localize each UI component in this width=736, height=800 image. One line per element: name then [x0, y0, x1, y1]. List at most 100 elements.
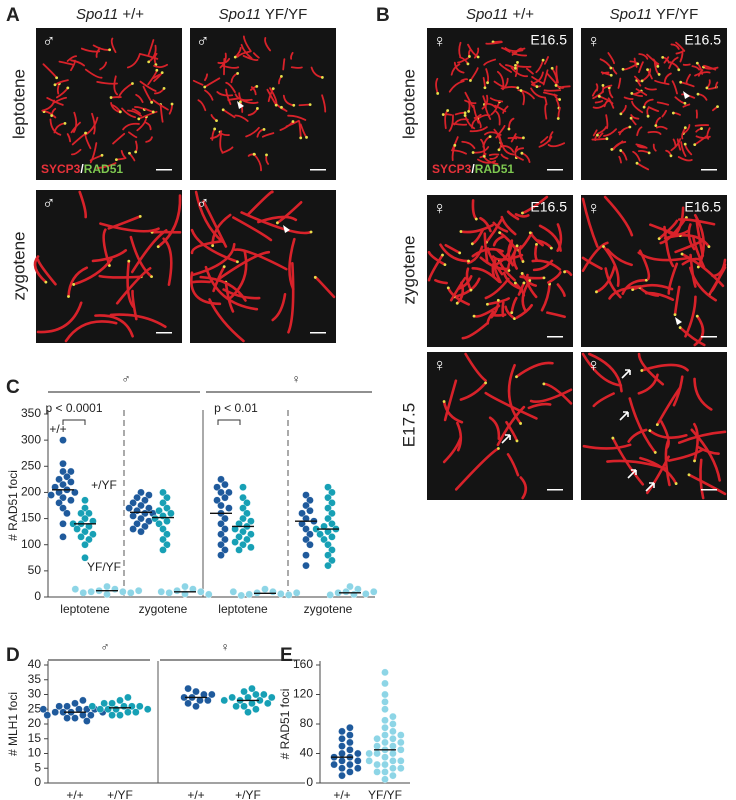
- data-point: [141, 496, 149, 505]
- focus: [596, 133, 599, 137]
- data-point: [167, 509, 175, 518]
- chromosome-axis: [685, 73, 691, 85]
- data-point: [181, 582, 189, 591]
- chromosome-axis: [594, 100, 604, 104]
- chromosome-axis: [442, 400, 464, 424]
- data-point: [81, 496, 89, 505]
- data-point: [243, 535, 251, 544]
- column-header: Spo11 YF/YF: [610, 6, 699, 23]
- data-point: [397, 731, 405, 739]
- data-point: [302, 491, 310, 499]
- data-point: [67, 496, 75, 505]
- data-point: [243, 509, 251, 518]
- chromosome-axis: [469, 67, 479, 82]
- y-axis-title: # RAD51 foci: [6, 470, 20, 541]
- data-point: [163, 493, 171, 502]
- data-point: [381, 760, 389, 769]
- chromosome-axis: [479, 216, 492, 233]
- data-point: [252, 705, 260, 714]
- chromosome-axis: [287, 261, 295, 334]
- focus: [695, 61, 699, 65]
- data-point: [306, 506, 314, 515]
- chromosome-axis: [519, 476, 528, 500]
- data-point: [119, 587, 127, 596]
- chromosome-axis: [519, 275, 546, 280]
- data-point: [134, 586, 143, 595]
- data-point: [59, 467, 67, 476]
- focus: [459, 230, 463, 233]
- chromosome-axis: [555, 65, 559, 84]
- chromosome-axis: [617, 77, 622, 89]
- chromosome-axis: [109, 313, 167, 329]
- chromosome-axis: [120, 150, 127, 159]
- chromosome-axis: [219, 52, 227, 69]
- focus: [463, 111, 467, 115]
- focus: [308, 103, 312, 106]
- focus: [522, 281, 526, 285]
- chromosome-axis: [534, 243, 538, 262]
- focus: [685, 216, 688, 219]
- data-point: [324, 504, 332, 512]
- focus: [619, 112, 623, 116]
- focus: [611, 436, 615, 440]
- chromosome-axis: [656, 386, 682, 426]
- chromosome-axis: [128, 131, 138, 139]
- y-tick-label: 30: [28, 687, 42, 701]
- chromosome-axis: [638, 53, 649, 60]
- data-point: [59, 533, 67, 541]
- row-label: zygotene: [9, 232, 28, 301]
- data-point: [324, 483, 332, 492]
- chromosome-axis: [632, 150, 641, 162]
- chromosome-axis: [715, 81, 719, 89]
- data-point: [389, 764, 397, 773]
- chromosome-axis: [702, 64, 717, 71]
- focus: [114, 158, 118, 162]
- data-point: [302, 525, 310, 533]
- chromosome-axis: [496, 70, 505, 90]
- chromosome-axis: [287, 114, 307, 121]
- y-tick-label: 80: [300, 716, 314, 730]
- data-point: [137, 527, 145, 536]
- chromosome-axis: [450, 63, 461, 76]
- data-point: [239, 483, 247, 492]
- chromosome-axis: [89, 154, 103, 162]
- chromosome-axis: [64, 320, 118, 343]
- chromosome-axis: [697, 69, 704, 77]
- chromosome-axis: [451, 122, 468, 126]
- chromosome-axis: [506, 453, 520, 477]
- chromosome-axis: [126, 53, 141, 69]
- chromosome-axis: [525, 67, 534, 75]
- chromosome-axis: [464, 91, 474, 108]
- focus: [609, 66, 613, 70]
- chromosome-axis: [602, 245, 620, 287]
- y-tick-label: 0: [34, 589, 41, 603]
- chromosome-axis: [535, 59, 545, 74]
- focus: [700, 127, 703, 130]
- focus: [471, 151, 475, 154]
- chromosome-axis: [627, 428, 648, 443]
- chromosome-axis: [443, 379, 458, 422]
- gene: Spo11: [610, 6, 652, 23]
- chromosome-axis: [621, 278, 648, 296]
- focus: [515, 244, 519, 248]
- data-point: [381, 716, 389, 725]
- focus: [455, 301, 459, 305]
- focus: [280, 74, 283, 78]
- data-point: [217, 475, 225, 484]
- chromosome-axis: [492, 235, 505, 247]
- chromosome-axis: [636, 126, 643, 137]
- data-point: [126, 589, 135, 597]
- chromosome-axis: [227, 250, 248, 301]
- data-point: [302, 514, 310, 523]
- chromosome-axis: [217, 250, 271, 281]
- data-point: [369, 587, 378, 596]
- chromosome-axis: [477, 158, 497, 164]
- data-point: [381, 723, 389, 732]
- data-point: [228, 693, 236, 702]
- data-point: [85, 509, 93, 518]
- data-point: [71, 488, 79, 497]
- chromosome-axis: [46, 97, 64, 106]
- panel-label: E: [280, 645, 293, 666]
- chromosome-axis: [676, 138, 682, 151]
